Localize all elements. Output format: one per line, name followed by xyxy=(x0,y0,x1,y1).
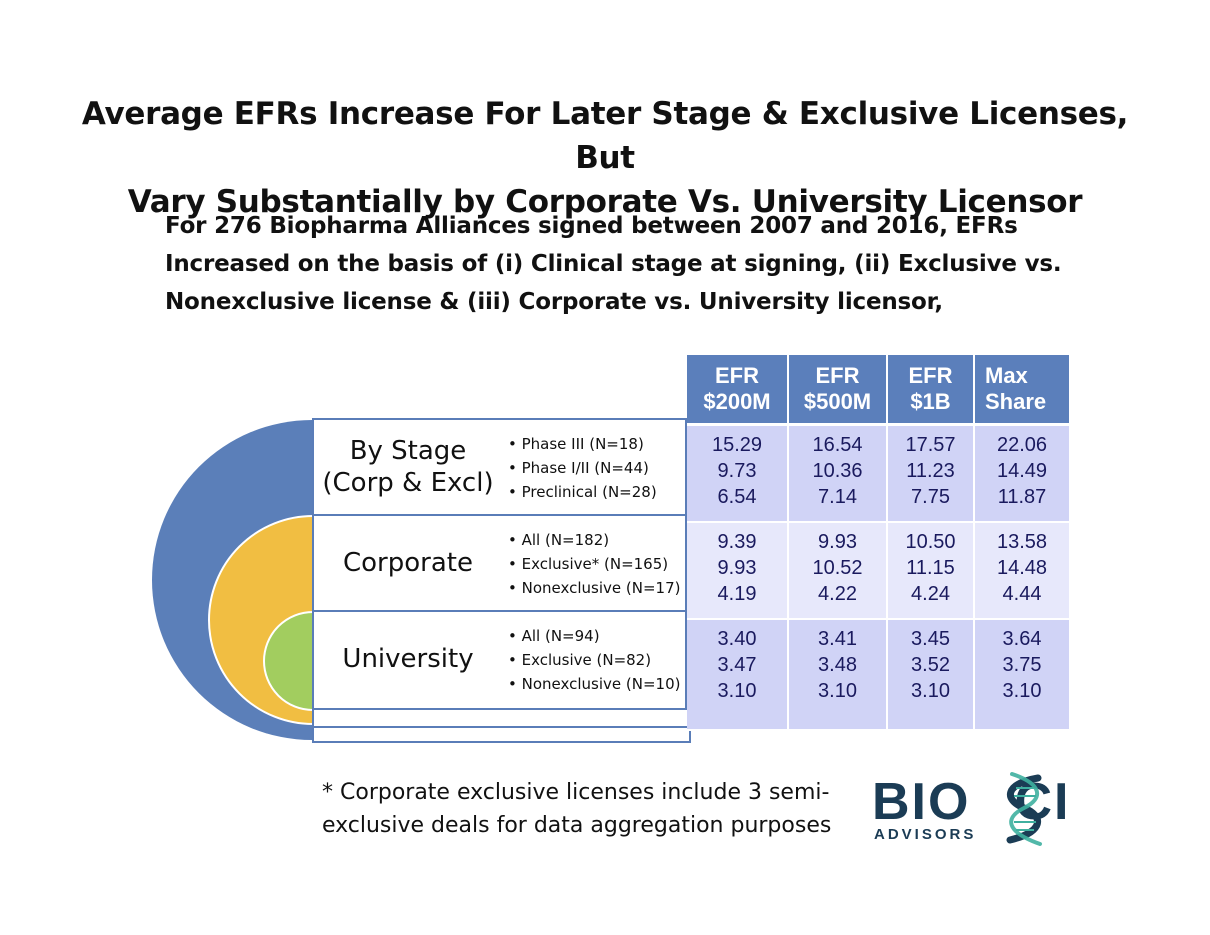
cell-max-share: 13.58 14.48 4.44 xyxy=(974,522,1071,620)
table-row: 9.39 9.93 4.19 9.93 10.52 4.22 10.50 11.15 4.2… xyxy=(687,522,1071,620)
subtitle-line-2: Increased on the basis of (i) Clinical s… xyxy=(165,251,1062,277)
bullet-item: Nonexclusive (N=10) xyxy=(508,672,681,696)
category-row-corporate: Corporate All (N=182) Exclusive* (N=165)… xyxy=(314,516,685,612)
category-label-line-2: (Corp & Excl) xyxy=(322,468,494,498)
cell-efr-500m: 3.41 3.48 3.10 xyxy=(788,619,888,731)
header-efr-500m: EFR $500M xyxy=(788,355,888,426)
empty-bar-box xyxy=(312,726,691,743)
category-bullets: Phase III (N=18) Phase I/II (N=44) Precl… xyxy=(508,432,657,504)
cell-max-share: 3.64 3.75 3.10 xyxy=(974,619,1071,731)
cell-efr-200m: 15.29 9.73 6.54 xyxy=(687,424,789,523)
table-row: 3.40 3.47 3.10 3.41 3.48 3.10 3.45 3.52 3.10 3… xyxy=(687,619,1071,731)
panel-bottom-strip xyxy=(312,710,687,726)
bullet-item: Exclusive* (N=165) xyxy=(508,552,680,576)
bullet-item: Phase III (N=18) xyxy=(508,432,657,456)
category-label: University xyxy=(318,612,498,706)
footnote: * Corporate exclusive licenses include 3… xyxy=(322,776,831,842)
table-header-row: EFR $200M EFR $500M EFR $1B Max Share xyxy=(687,355,1071,426)
cell-efr-1b: 3.45 3.52 3.10 xyxy=(887,619,975,731)
category-label-line-1: By Stage xyxy=(349,436,467,466)
cell-efr-200m: 9.39 9.93 4.19 xyxy=(687,522,789,620)
cell-efr-1b: 10.50 11.15 4.24 xyxy=(887,522,975,620)
bullet-item: All (N=94) xyxy=(508,624,680,648)
category-label-line-1: University xyxy=(342,644,474,674)
bullet-item: Phase I/II (N=44) xyxy=(508,456,657,480)
category-label: By Stage (Corp & Excl) xyxy=(318,420,498,514)
cell-max-share: 22.06 14.49 11.87 xyxy=(974,424,1071,523)
footnote-line-2: exclusive deals for data aggregation pur… xyxy=(322,813,832,838)
category-row-by-stage: By Stage (Corp & Excl) Phase III (N=18) … xyxy=(314,420,685,516)
category-label: Corporate xyxy=(318,516,498,610)
logo-wordmark: BIO CI xyxy=(872,774,1070,830)
header-max-share: Max Share xyxy=(974,355,1071,426)
bullet-item: Nonexclusive (N=17) xyxy=(508,576,681,600)
cell-efr-500m: 16.54 10.36 7.14 xyxy=(788,424,888,523)
dna-helix-icon xyxy=(1006,772,1042,846)
logo-text-bio: BIO xyxy=(872,773,971,831)
category-row-university: University All (N=94) Exclusive (N=82) N… xyxy=(314,612,685,708)
cell-efr-200m: 3.40 3.47 3.10 xyxy=(687,619,789,731)
cell-efr-1b: 17.57 11.23 7.75 xyxy=(887,424,975,523)
bullet-item: Preclinical (N=28) xyxy=(508,480,657,504)
cell-efr-500m: 9.93 10.52 4.22 xyxy=(788,522,888,620)
title-line-1: Average EFRs Increase For Later Stage & … xyxy=(81,96,1129,176)
title-line-2: Vary Substantially by Corporate Vs. Univ… xyxy=(127,184,1083,220)
bullet-item: All (N=182) xyxy=(508,528,680,552)
subtitle-line-1: For 276 Biopharma Alliances signed betwe… xyxy=(165,213,1018,239)
slide-title: Average EFRs Increase For Later Stage & … xyxy=(60,92,1150,224)
subtitle-line-3: Nonexclusive license & (iii) Corporate v… xyxy=(165,289,943,315)
category-bullets: All (N=182) Exclusive* (N=165) Nonexclus… xyxy=(508,528,681,600)
category-bullets: All (N=94) Exclusive (N=82) Nonexclusive… xyxy=(508,624,681,696)
table-row: 15.29 9.73 6.54 16.54 10.36 7.14 17.57 11.23 7… xyxy=(687,424,1071,523)
category-label-panel: By Stage (Corp & Excl) Phase III (N=18) … xyxy=(312,418,687,710)
slide-subtitle: For 276 Biopharma Alliances signed betwe… xyxy=(165,207,1095,321)
footnote-line-1: * Corporate exclusive licenses include 3… xyxy=(322,780,830,805)
biosci-advisors-logo: BIO CI ADVISORS xyxy=(872,770,1122,848)
efr-data-table: EFR $200M EFR $500M EFR $1B Max Share 15.29 9… xyxy=(687,355,1071,731)
bullet-item: Exclusive (N=82) xyxy=(508,648,680,672)
header-efr-1b: EFR $1B xyxy=(887,355,975,426)
header-efr-200m: EFR $200M xyxy=(687,355,789,426)
logo-subtext: ADVISORS xyxy=(874,826,977,843)
category-label-line-1: Corporate xyxy=(343,548,473,578)
